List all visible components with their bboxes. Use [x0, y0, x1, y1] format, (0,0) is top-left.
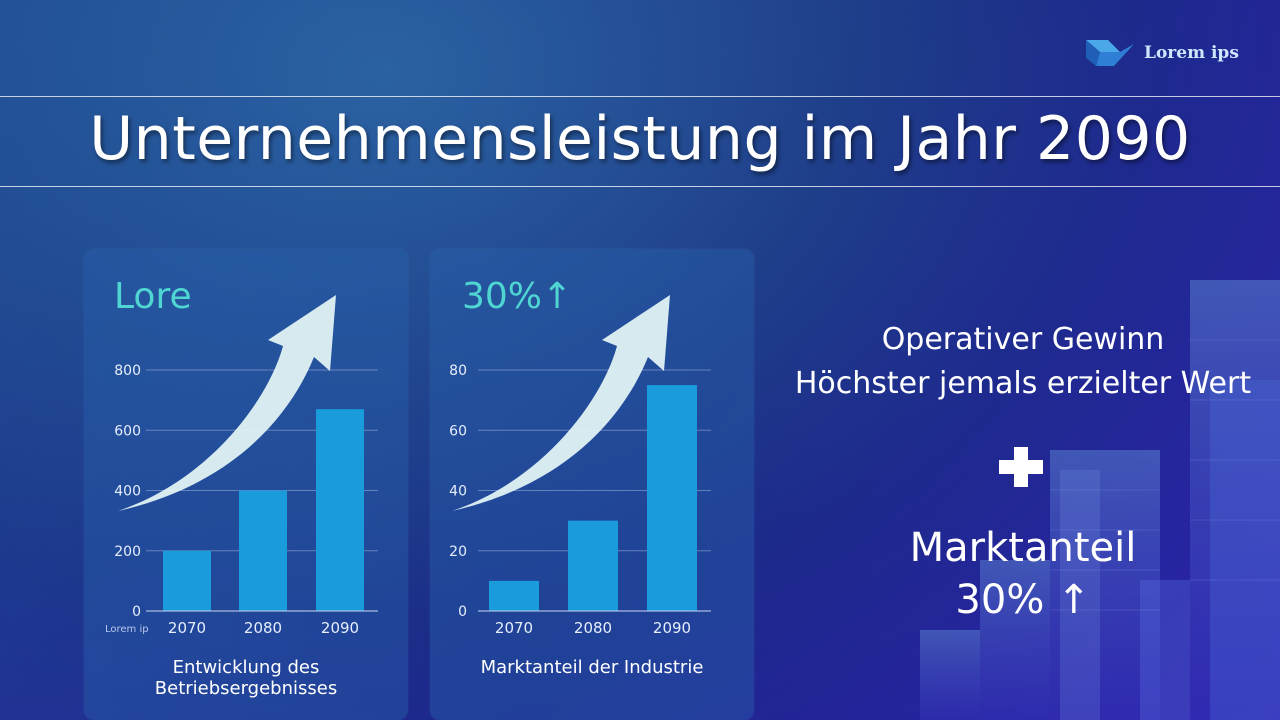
- card-caption: Marktanteil der Industrie: [480, 657, 704, 678]
- x-tick-label: 2090: [653, 619, 691, 637]
- plus-icon: [999, 447, 1043, 487]
- chart-card-market-share: [430, 249, 754, 720]
- y-tick-label: 0: [132, 604, 141, 620]
- y-tick-label: 600: [114, 423, 141, 439]
- x-tick-label: 2080: [574, 619, 612, 637]
- bar: [568, 520, 618, 611]
- page-title: Unternehmensleistung im Jahr 2090: [89, 104, 1191, 174]
- bar: [489, 580, 539, 611]
- record-line: Höchster jemals erzielter Wert: [794, 366, 1252, 401]
- bar: [239, 490, 287, 611]
- market-share-statement: Marktanteil 30% ↑: [780, 522, 1266, 626]
- card-headline: 30%↑: [462, 276, 573, 317]
- growth-arrow-icon: [452, 295, 670, 511]
- title-rule-top: [0, 96, 1280, 97]
- x-tick-label: 2070: [168, 619, 206, 637]
- market-share-value: 30% ↑: [955, 577, 1091, 623]
- x-tick-label: 2090: [321, 619, 359, 637]
- chart-watermark: Lorem ip: [105, 624, 149, 635]
- title-rule-bottom: [0, 186, 1280, 187]
- y-tick-label: 800: [114, 363, 141, 379]
- y-tick-label: 400: [114, 484, 141, 500]
- city-skyline-image: [920, 280, 1280, 720]
- profit-line: Operativer Gewinn: [881, 322, 1165, 357]
- growth-arrow-icon: [118, 295, 336, 511]
- brand-logo: Lorem ips: [1086, 38, 1239, 68]
- profit-statement: Operativer Gewinn Höchster jemals erziel…: [780, 318, 1266, 406]
- y-tick-label: 60: [449, 423, 467, 439]
- card-headline: Lore: [114, 276, 192, 317]
- bar: [647, 385, 697, 611]
- y-tick-label: 80: [449, 363, 467, 379]
- logo-text: Lorem ips: [1144, 43, 1239, 63]
- x-tick-label: 2070: [495, 619, 533, 637]
- logo-icon: [1086, 40, 1134, 66]
- card-caption: Entwicklung des Betriebsergebnisses: [154, 657, 338, 699]
- y-tick-label: 200: [114, 544, 141, 560]
- bar: [316, 409, 364, 611]
- bar: [163, 550, 211, 611]
- market-share-label: Marktanteil: [909, 525, 1137, 571]
- x-tick-label: 2080: [244, 619, 282, 637]
- y-tick-label: 0: [458, 604, 467, 620]
- y-tick-label: 40: [449, 484, 467, 500]
- y-tick-label: 20: [449, 544, 467, 560]
